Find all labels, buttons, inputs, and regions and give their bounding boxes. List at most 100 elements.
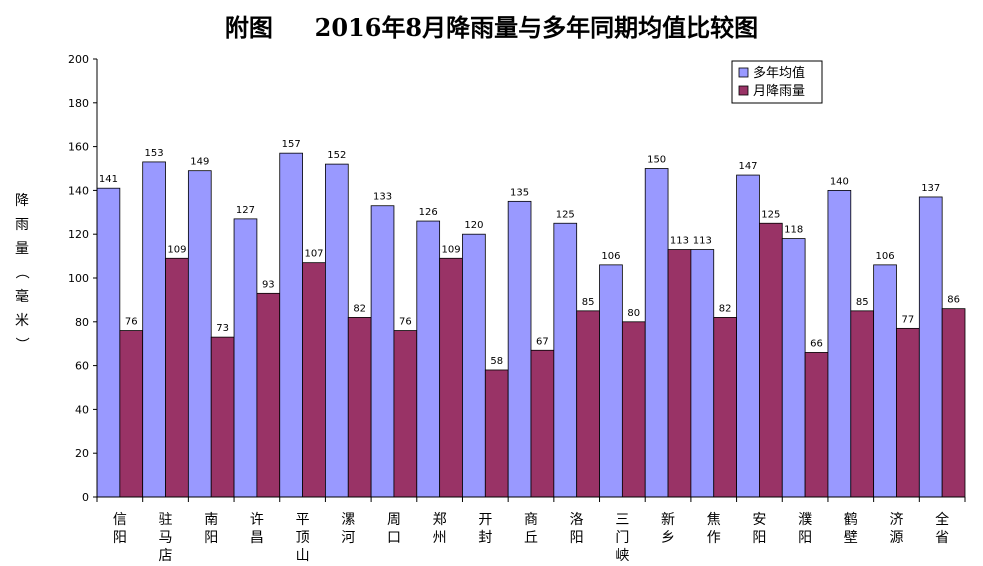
bar <box>119 330 144 498</box>
category-label: 焦作 <box>707 512 721 546</box>
value-label: 106 <box>876 251 895 262</box>
value-label: 82 <box>719 303 732 314</box>
bar <box>736 174 760 498</box>
value-label: 106 <box>601 251 620 262</box>
bar <box>667 249 692 498</box>
value-label: 86 <box>947 295 960 306</box>
category-label: 济源 <box>889 512 903 546</box>
value-label: 137 <box>921 183 940 194</box>
bar <box>576 310 600 498</box>
value-label: 113 <box>670 236 689 247</box>
bar <box>873 264 897 498</box>
value-label: 141 <box>99 174 118 185</box>
category-label: 商丘 <box>524 512 538 546</box>
value-label: 107 <box>304 249 323 260</box>
value-label: 85 <box>856 297 869 308</box>
y-tick-label: 80 <box>75 316 89 329</box>
bar <box>804 352 829 498</box>
bar <box>210 336 235 498</box>
bar <box>165 257 189 498</box>
bar <box>850 310 875 498</box>
category-label: 漯河 <box>341 512 355 546</box>
value-labels: 141 76 153 109 149 73 127 93 157 107 152 82 133 76 126… <box>99 139 960 367</box>
bar <box>690 249 715 498</box>
legend-swatch <box>738 67 749 78</box>
value-label: 125 <box>556 209 575 220</box>
y-tick-label: 0 <box>82 491 89 504</box>
y-tick-label: 140 <box>68 184 89 197</box>
legend-label: 月降雨量 <box>753 84 805 99</box>
y-axis-label-char: 雨 <box>15 217 29 233</box>
category-label: 信阳 <box>113 512 127 546</box>
category-label: 平顶山 <box>296 512 310 564</box>
chart-title: 附图 2016年8月降雨量与多年同期均值比较图 <box>0 8 983 43</box>
category-label: 南阳 <box>204 512 218 546</box>
chart-title-prefix: 附图 <box>224 13 273 42</box>
y-tick-label: 100 <box>68 272 89 285</box>
bar <box>599 264 623 498</box>
bar <box>325 163 349 498</box>
bar <box>462 233 486 498</box>
value-label: 109 <box>442 244 461 255</box>
value-label: 149 <box>190 157 209 168</box>
y-axis-ticks: 0 20 40 60 80 100 120 140 160 180 200 <box>68 53 97 504</box>
bar <box>279 152 303 498</box>
bar <box>644 168 669 498</box>
value-label: 93 <box>262 279 275 290</box>
bar <box>187 170 212 498</box>
value-label: 157 <box>282 139 301 150</box>
chart-title-main: 2016年8月降雨量与多年同期均值比较图 <box>314 13 759 42</box>
value-label: 153 <box>145 148 164 159</box>
category-label: 鹤壁 <box>844 512 858 546</box>
y-axis-label-char: ） <box>13 337 29 351</box>
bar <box>439 257 463 498</box>
y-tick-label: 40 <box>75 403 89 416</box>
category-label: 许昌 <box>250 512 264 546</box>
value-label: 58 <box>490 356 503 367</box>
value-label: 109 <box>167 244 186 255</box>
y-tick-label: 20 <box>75 447 89 460</box>
value-label: 85 <box>582 297 595 308</box>
bar <box>827 189 852 498</box>
value-label: 73 <box>216 323 229 334</box>
bar <box>941 308 966 498</box>
bar <box>896 327 920 498</box>
bar <box>256 292 281 498</box>
bar <box>530 349 555 498</box>
category-label: 周口 <box>387 512 401 546</box>
value-label: 140 <box>830 176 849 187</box>
value-label: 76 <box>125 317 138 328</box>
y-axis-label-char: （ <box>13 265 29 279</box>
bar <box>781 238 806 498</box>
bar <box>233 218 258 498</box>
category-label: 全省 <box>935 511 949 546</box>
y-axis-label-char: 量 <box>15 241 29 257</box>
bar <box>302 262 326 498</box>
bar <box>484 369 509 498</box>
bar <box>621 321 646 498</box>
value-label: 76 <box>399 317 412 328</box>
value-label: 125 <box>761 209 780 220</box>
category-label: 驻马店 <box>159 512 173 564</box>
value-label: 120 <box>464 220 483 231</box>
bar <box>96 187 121 498</box>
value-label: 150 <box>647 155 666 166</box>
category-label: 濮阳 <box>798 512 812 546</box>
bar <box>370 205 395 498</box>
bar <box>759 222 783 498</box>
category-label: 安阳 <box>752 512 766 546</box>
value-label: 77 <box>902 314 915 325</box>
category-label: 开封 <box>478 512 492 546</box>
bar <box>416 220 441 498</box>
y-axis-label-char: 降 <box>15 193 29 209</box>
value-label: 135 <box>510 187 529 198</box>
y-axis-label-char: 毫 <box>15 288 29 305</box>
y-tick-label: 200 <box>68 53 89 66</box>
bar <box>507 200 532 498</box>
bar <box>553 222 578 498</box>
value-label: 133 <box>373 192 392 203</box>
value-label: 152 <box>327 150 346 161</box>
